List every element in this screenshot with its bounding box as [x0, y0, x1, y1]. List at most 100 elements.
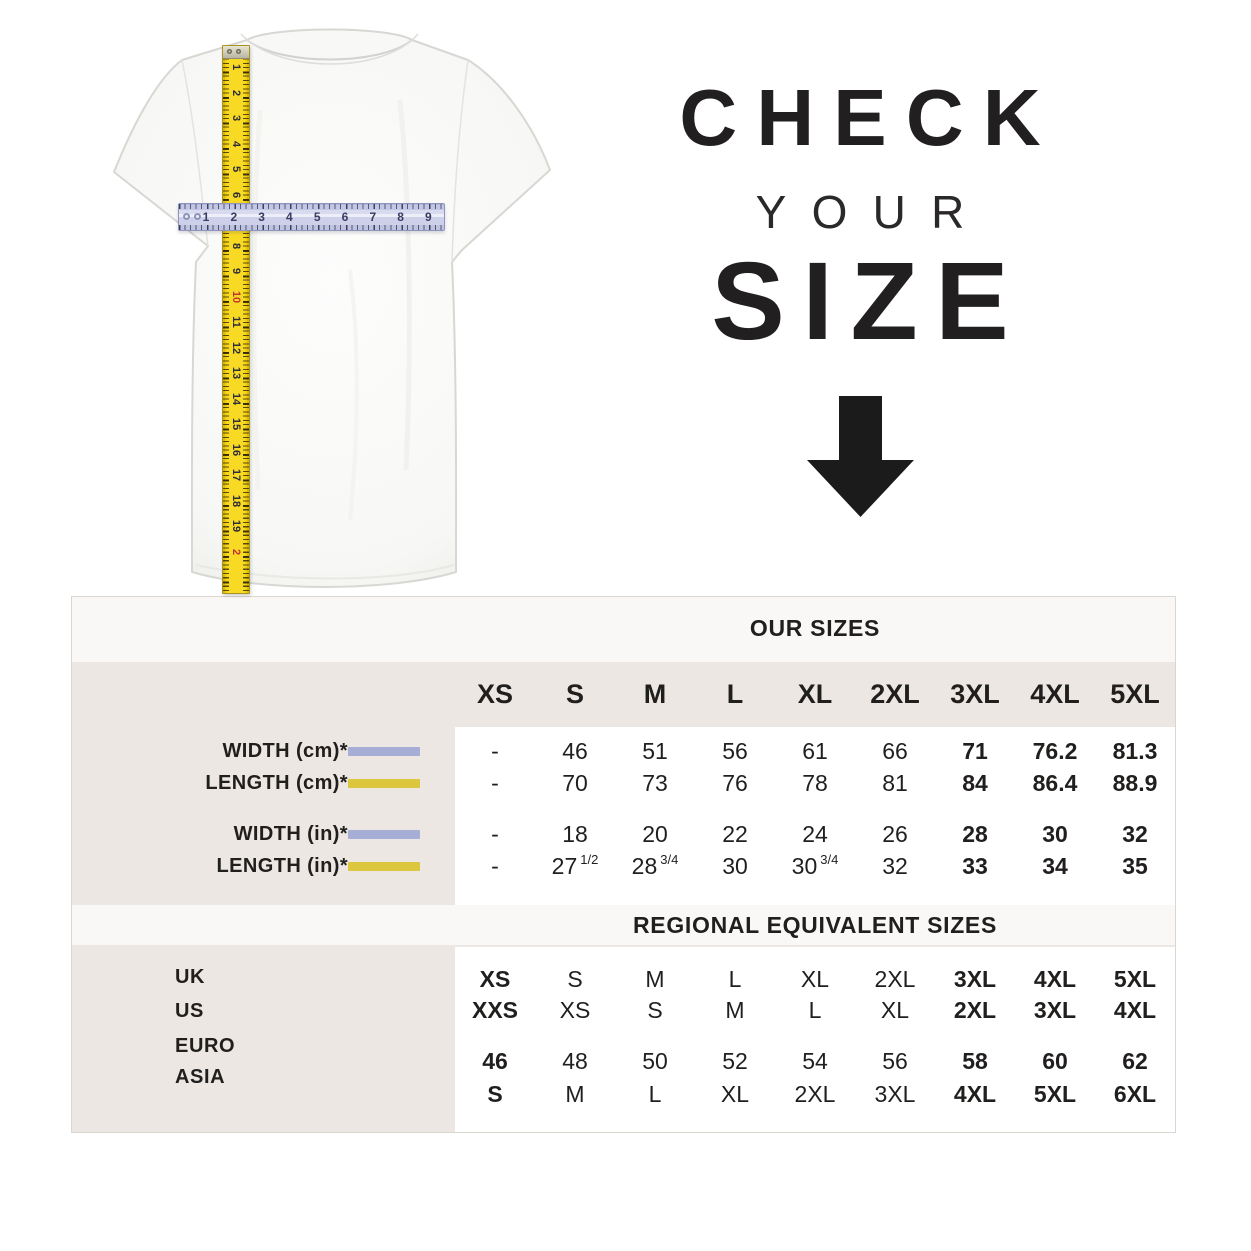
measure-value-cell: 78: [802, 769, 828, 796]
ruler-grommet: [194, 213, 201, 220]
tape-number: 16: [230, 443, 242, 456]
down-arrow-icon: [806, 396, 914, 517]
regional-value-cell: 50: [642, 1047, 668, 1074]
regional-value-cell: S: [567, 965, 583, 992]
regional-row-label: US: [175, 1000, 204, 1022]
tape-number: 9: [230, 267, 242, 275]
measurement-rows: WIDTH (cm)* - 46 51 56 61 66 71 76.2 81.3 LENGTH (…: [72, 727, 1175, 882]
measure-value-cell: 76.2: [1032, 737, 1078, 764]
measure-row-label: WIDTH (in)*: [233, 822, 348, 845]
length-legend-bar: [348, 861, 420, 871]
regional-band: REGIONAL EQUIVALENT SIZES: [72, 905, 1175, 945]
regional-value-cell: 4XL: [1113, 996, 1157, 1023]
our-sizes-band: OUR SIZES: [72, 597, 1175, 662]
measure-value-cell: 32: [1122, 820, 1148, 847]
measure-value-cell: -: [491, 737, 499, 764]
size-header-row: XS S M L XL 2XL 3XL 4XL 5XL: [455, 662, 1175, 727]
tape-number: 11: [230, 316, 242, 328]
width-legend-bar: [348, 746, 420, 756]
measurements-section: XS S M L XL 2XL 3XL 4XL 5XL WIDTH (cm)* - 46 51 56 61…: [72, 662, 1175, 905]
regional-value-cell: 2XL: [874, 965, 916, 992]
regional-value-cell: S: [487, 1080, 503, 1107]
measure-row-label: WIDTH (cm)*: [222, 739, 348, 762]
regional-value-cell: M: [725, 996, 745, 1023]
measure-value-cell: 86.4: [1032, 769, 1078, 796]
ruler-number: 3: [258, 210, 265, 224]
measure-value-cell: 51: [642, 737, 668, 764]
ruler-grommet: [183, 213, 190, 220]
ruler-number: 9: [425, 210, 432, 224]
measure-value-cell: 76: [722, 769, 748, 796]
regional-value-cell: 48: [562, 1047, 588, 1074]
tape-number: 15: [230, 417, 242, 431]
regional-value-cell: M: [565, 1080, 585, 1107]
tshirt-image: [113, 28, 551, 588]
measure-row-label: LENGTH (cm)*: [205, 771, 348, 794]
horizontal-ruler: 1 2 3 4 5 6 7 8 9: [178, 203, 445, 231]
measure-value-cell: 18: [562, 820, 588, 847]
ruler-number: 7: [369, 210, 377, 224]
regional-value-cell: L: [648, 1080, 662, 1107]
tape-number: 5: [230, 165, 242, 173]
regional-value-cell: 58: [962, 1047, 988, 1074]
regional-value-cell: 3XL: [1033, 996, 1077, 1023]
tape-number: 14: [230, 392, 242, 405]
measure-value-cell: 88.9: [1112, 769, 1158, 796]
regional-value-cell: M: [645, 965, 665, 992]
our-sizes-title: OUR SIZES: [749, 615, 881, 641]
regional-labels: UK US EURO ASIA: [72, 945, 455, 1091]
measure-value-cell: 56: [722, 737, 748, 764]
vertical-measuring-tape: 123456789101112131415161718192: [222, 45, 250, 594]
tape-number: 4: [230, 140, 242, 147]
measure-value-cell: 22: [722, 820, 748, 847]
regional-title: REGIONAL EQUIVALENT SIZES: [633, 912, 997, 938]
ruler-number: 8: [397, 210, 404, 224]
measure-value-cell: 26: [882, 820, 908, 847]
size-header-cell: 3XL: [950, 679, 1000, 709]
tape-number: 1: [230, 63, 242, 71]
ruler-number: 5: [313, 210, 321, 224]
legend-bar-wrap: [348, 861, 455, 871]
regional-row-label: EURO: [175, 1035, 236, 1057]
measure-row: LENGTH (cm)* - 70 73 76 78 81 84 86.4 88.9: [72, 767, 1175, 799]
ruler-ticks-bottom: [179, 225, 444, 230]
length-legend-bar: [348, 778, 420, 788]
regional-row: XXS XS S M L XL 2XL 3XL 4XL: [455, 996, 1175, 1024]
tape-number: 12: [230, 341, 242, 354]
measure-value-cell: 24: [802, 820, 828, 847]
regional-value-cell: 5XL: [1113, 965, 1157, 992]
regional-section: UK US EURO ASIA XS S M L XL 2XL 3XL 4XL 5XL XXS XS S M L…: [72, 945, 1175, 1132]
measure-value-cell: 34: [1042, 852, 1068, 879]
ruler-number: 6: [341, 210, 349, 224]
measure-value-cell: 30: [1042, 820, 1068, 847]
regional-value-cell: L: [808, 996, 822, 1023]
regional-row: XS S M L XL 2XL 3XL 4XL 5XL: [455, 965, 1175, 993]
measure-value-cell: -: [491, 769, 499, 796]
measure-value-cell: 81.3: [1112, 737, 1158, 764]
measure-value-cell: -: [491, 852, 499, 879]
regional-value-cell: 2XL: [794, 1080, 836, 1107]
measure-row: WIDTH (in)* - 18 20 22 24 26 28 30 32: [72, 818, 1175, 850]
measure-value-cell: 27 1/2: [551, 851, 599, 879]
tape-ticks-right: [243, 46, 249, 593]
ruler-number: 4: [286, 210, 293, 224]
regional-value-cell: 4XL: [1033, 965, 1077, 992]
measure-value-cell: 28 3/4: [631, 851, 679, 879]
headline-word-check: CHECK: [679, 73, 1060, 162]
tape-number: 8: [230, 242, 242, 249]
legend-bar-wrap: [348, 778, 455, 788]
headline-word-your: YOUR: [755, 186, 990, 238]
regional-value-cell: S: [647, 996, 663, 1023]
tape-hole: [236, 49, 241, 54]
measure-row: WIDTH (cm)* - 46 51 56 61 66 71 76.2 81.3: [72, 735, 1175, 767]
headline: CHECK YOUR SIZE: [630, 70, 1090, 517]
measure-value-cell: 61: [802, 737, 828, 764]
regional-value-cell: XXS: [471, 996, 519, 1023]
fraction: 3/4: [660, 851, 679, 867]
width-legend-bar: [348, 829, 420, 839]
headline-word-size: SIZE: [711, 240, 1027, 363]
regional-value-cell: L: [728, 965, 742, 992]
tape-hole: [227, 49, 232, 54]
regional-value-cell: XL: [720, 1080, 750, 1107]
